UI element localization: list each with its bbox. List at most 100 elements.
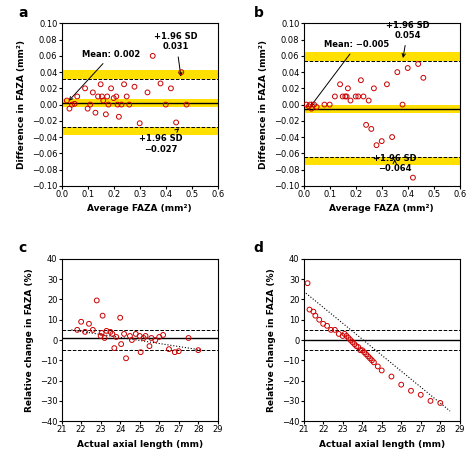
Point bbox=[162, 101, 170, 108]
Point bbox=[437, 399, 444, 407]
Text: b: b bbox=[254, 6, 264, 20]
Point bbox=[368, 357, 376, 364]
Point bbox=[352, 93, 359, 100]
Point bbox=[71, 100, 78, 108]
Point bbox=[132, 330, 139, 338]
X-axis label: Actual axial length (mm): Actual axial length (mm) bbox=[319, 440, 445, 449]
Point bbox=[128, 336, 136, 344]
Point bbox=[126, 101, 133, 108]
Point bbox=[336, 80, 344, 88]
Point bbox=[388, 373, 395, 380]
Point bbox=[346, 97, 354, 104]
Point bbox=[316, 316, 323, 323]
Point bbox=[362, 351, 370, 358]
Point bbox=[84, 105, 91, 112]
Point bbox=[147, 334, 155, 342]
Bar bbox=[62, 99, 218, 107]
Point bbox=[98, 93, 106, 100]
Point bbox=[302, 101, 310, 108]
Point bbox=[383, 80, 391, 88]
Point bbox=[357, 76, 365, 84]
Point bbox=[365, 97, 373, 104]
Text: +1.96 SD
−0.027: +1.96 SD −0.027 bbox=[139, 129, 182, 154]
Point bbox=[343, 93, 350, 100]
Point bbox=[304, 279, 311, 287]
Point bbox=[414, 60, 422, 68]
Point bbox=[353, 343, 360, 350]
Point bbox=[105, 101, 112, 108]
Point bbox=[331, 326, 338, 334]
Point bbox=[388, 133, 396, 141]
Point bbox=[185, 334, 192, 342]
Text: Mean: −0.005: Mean: −0.005 bbox=[311, 40, 390, 106]
Point bbox=[407, 387, 415, 395]
Point bbox=[110, 95, 118, 102]
Point bbox=[374, 363, 382, 370]
Point bbox=[102, 110, 109, 118]
Point bbox=[326, 101, 333, 108]
Point bbox=[419, 74, 427, 81]
Point bbox=[183, 101, 191, 108]
Point bbox=[86, 101, 94, 108]
Bar bbox=[304, 104, 460, 113]
Point bbox=[152, 336, 159, 344]
Point bbox=[68, 101, 76, 108]
Point bbox=[142, 332, 149, 340]
Point bbox=[140, 334, 147, 342]
Point bbox=[171, 349, 179, 356]
Point bbox=[349, 338, 356, 346]
Point bbox=[370, 85, 378, 92]
Text: Mean: 0.002: Mean: 0.002 bbox=[69, 50, 141, 100]
Point bbox=[118, 101, 125, 108]
Point bbox=[123, 93, 130, 100]
Point bbox=[313, 103, 320, 111]
Point bbox=[109, 330, 116, 338]
Point bbox=[159, 331, 167, 339]
Point bbox=[97, 80, 104, 88]
Point bbox=[110, 344, 118, 352]
Point bbox=[93, 297, 100, 304]
Point bbox=[157, 80, 164, 87]
Point bbox=[351, 340, 358, 348]
Point bbox=[114, 101, 121, 108]
Point bbox=[97, 332, 104, 340]
Point bbox=[115, 113, 123, 120]
Point bbox=[331, 93, 338, 100]
Point bbox=[89, 326, 97, 334]
Point bbox=[175, 347, 182, 355]
Point bbox=[91, 109, 99, 117]
Point bbox=[107, 328, 114, 336]
Point bbox=[339, 93, 346, 100]
Point bbox=[399, 101, 406, 108]
Point bbox=[167, 85, 175, 92]
Point bbox=[107, 85, 115, 92]
Point bbox=[323, 322, 331, 329]
Point bbox=[73, 93, 81, 100]
Point bbox=[112, 93, 120, 100]
Point bbox=[373, 141, 380, 149]
Point bbox=[360, 93, 367, 100]
Point bbox=[305, 102, 313, 110]
X-axis label: Average FAZA (mm²): Average FAZA (mm²) bbox=[329, 205, 434, 213]
Bar bbox=[62, 126, 218, 135]
Point bbox=[146, 343, 153, 350]
Bar bbox=[304, 52, 460, 61]
X-axis label: Average FAZA (mm²): Average FAZA (mm²) bbox=[87, 205, 192, 213]
Point bbox=[65, 105, 73, 112]
Text: a: a bbox=[18, 6, 27, 20]
Point bbox=[345, 334, 352, 342]
Text: +1.96 SD
0.031: +1.96 SD 0.031 bbox=[155, 32, 198, 76]
Point bbox=[427, 397, 434, 405]
Point bbox=[397, 381, 405, 388]
Point bbox=[103, 327, 110, 335]
Point bbox=[120, 330, 128, 338]
Point bbox=[378, 138, 385, 145]
Text: c: c bbox=[18, 241, 26, 256]
Point bbox=[103, 93, 111, 100]
Y-axis label: Difference in FAZA (mm²): Difference in FAZA (mm²) bbox=[259, 40, 268, 169]
Point bbox=[364, 352, 372, 360]
Point bbox=[117, 314, 124, 322]
Point bbox=[98, 329, 105, 336]
Point bbox=[81, 328, 89, 336]
Point bbox=[118, 340, 125, 348]
